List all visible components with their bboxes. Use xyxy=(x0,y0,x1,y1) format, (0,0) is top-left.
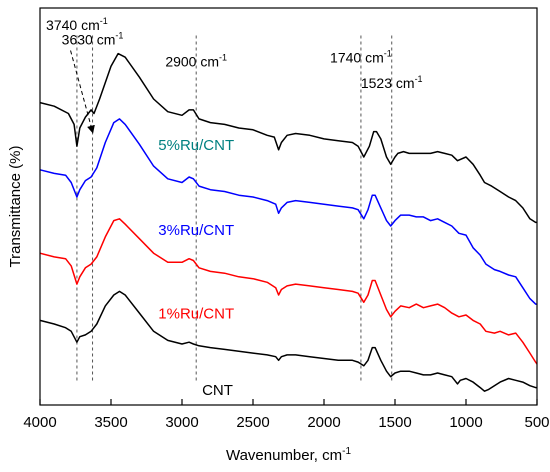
reference-lines xyxy=(76,35,393,383)
series-line-1 xyxy=(39,118,537,305)
annotation-1: 3630 cm-1 xyxy=(62,31,124,48)
x-axis-ticks: 4000 3500 3000 2500 2000 1500 1000 500 xyxy=(23,399,550,431)
x-tick-label-2500: 2500 xyxy=(236,414,269,431)
x-tick-label-1500: 1500 xyxy=(378,414,411,431)
y-axis-label: Transmittance (%) xyxy=(7,146,24,268)
series-line-0 xyxy=(39,52,537,224)
series-line-2 xyxy=(39,218,538,365)
annotation-2: 2900 cm-1 xyxy=(165,52,227,69)
series-label-2: 1%Ru/CNT xyxy=(158,306,234,323)
x-tick-label-500: 500 xyxy=(524,414,549,431)
series-line-3 xyxy=(39,290,537,392)
x-tick-label-3500: 3500 xyxy=(94,414,127,431)
plot-frame xyxy=(39,7,538,406)
annotation-3: 1740 cm-1 xyxy=(330,49,392,66)
series-label-1: 3%Ru/CNT xyxy=(158,222,234,239)
series-label-3: CNT xyxy=(202,382,233,399)
x-axis-label: Wavenumber, cm-1 xyxy=(226,446,351,464)
x-tick-label-1000: 1000 xyxy=(449,414,482,431)
annotation-arrow-1 xyxy=(70,50,95,134)
x-tick-label-4000: 4000 xyxy=(23,414,56,431)
annotation-0: 3740 cm-1 xyxy=(46,16,108,33)
series-label-0: 5%Ru/CNT xyxy=(158,137,234,154)
annotation-4: 1523 cm-1 xyxy=(361,74,423,91)
x-axis-label-superscript: -1 xyxy=(342,446,351,457)
series-labels: 5%Ru/CNT 3%Ru/CNT 1%Ru/CNT CNT xyxy=(158,137,234,399)
x-tick-label-2000: 2000 xyxy=(307,414,340,431)
series-layer xyxy=(39,52,538,392)
x-tick-label-3000: 3000 xyxy=(165,414,198,431)
x-axis-label-text: Wavenumber, cm xyxy=(226,447,342,464)
